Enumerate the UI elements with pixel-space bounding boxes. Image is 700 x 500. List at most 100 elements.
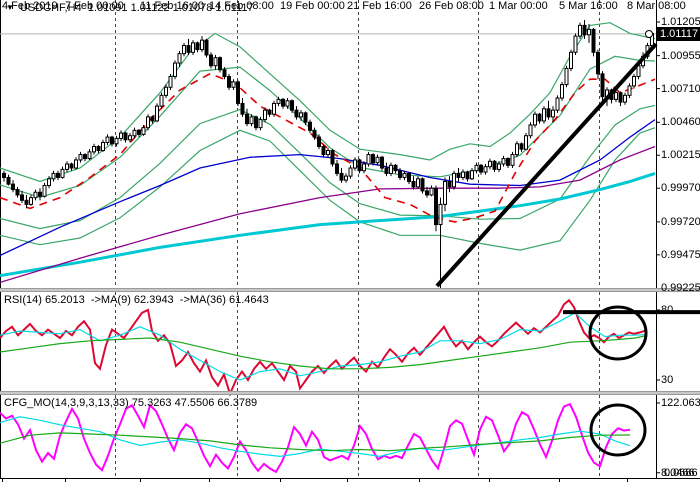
- candle-body: [335, 163, 339, 174]
- candle-body: [69, 163, 74, 169]
- candle-body: [204, 39, 209, 56]
- price-axis-label: 1.00460: [661, 116, 700, 129]
- candle-body: [128, 135, 132, 141]
- candle-body: [317, 136, 321, 147]
- candle-body: [182, 45, 186, 55]
- time-axis-label: 4 Feb 2019: [2, 0, 58, 12]
- candle-body: [501, 158, 506, 165]
- candle-body: [375, 156, 380, 164]
- rsi-ma36-line: [0, 335, 646, 370]
- candle-body: [618, 92, 623, 103]
- cfg-ellipse-annotation[interactable]: [589, 403, 647, 457]
- candle-body: [416, 178, 420, 188]
- candle-body: [168, 76, 173, 88]
- cfg-indicator-header: CFG_MO(14,3,9,3,13,33) 75.3263 47.5506 6…: [4, 397, 258, 409]
- candle-body: [555, 97, 560, 111]
- candle-body: [65, 163, 69, 170]
- candle-body: [600, 73, 605, 98]
- candle-body: [137, 129, 141, 135]
- candle-body: [249, 116, 254, 125]
- candle-body: [510, 154, 515, 166]
- candle-body: [357, 159, 362, 172]
- candle-body: [195, 42, 200, 51]
- candle-body: [497, 163, 501, 170]
- candle-body: [551, 109, 555, 118]
- candle-body: [123, 132, 128, 141]
- candle-body: [537, 113, 542, 122]
- candle-body: [47, 178, 51, 187]
- candle-body: [51, 172, 56, 180]
- candle-body: [222, 69, 227, 78]
- candle-body: [528, 124, 533, 137]
- candle-body: [564, 67, 569, 86]
- candle-body: [344, 175, 348, 181]
- candle-body: [384, 167, 389, 174]
- candle-body: [267, 109, 272, 115]
- time-axis-label: 19 Feb 00:00: [280, 0, 345, 12]
- candle-body: [263, 109, 267, 121]
- candle-body: [420, 178, 425, 192]
- candle-body: [200, 39, 204, 51]
- candle-body: [101, 141, 105, 152]
- candle-body: [272, 102, 276, 115]
- pane-divider[interactable]: [0, 288, 700, 292]
- trendline-object[interactable]: [435, 42, 658, 288]
- price-axis-label: 1.01205: [661, 16, 700, 28]
- candle-body: [321, 145, 326, 156]
- collapse-ohlc-icon[interactable]: ▼: [6, 3, 14, 12]
- candle-body: [218, 57, 222, 71]
- bollinger-lower-line: [0, 127, 656, 251]
- candle-body: [443, 180, 447, 205]
- candle-body: [330, 150, 335, 165]
- candle-body: [150, 116, 155, 122]
- pane-divider[interactable]: [0, 391, 700, 395]
- candle-body: [227, 76, 231, 88]
- candle-body: [627, 85, 632, 96]
- candle-body: [191, 42, 195, 53]
- chart-header: ▼ USDCHF,H4 1.01091 1.01122 1.01078 1.011…: [6, 2, 254, 14]
- candle-body: [632, 76, 636, 87]
- price-axis-label: 1.00955: [661, 49, 700, 62]
- candle-body: [515, 143, 519, 156]
- candle-body: [164, 86, 168, 96]
- candle-body: [245, 113, 249, 125]
- time-axis-label: 11 Feb 16:00: [140, 0, 205, 12]
- time-axis-label: 21 Feb 16:00: [347, 0, 412, 12]
- candle-body: [254, 116, 258, 129]
- price-axis-label: 0.99970: [661, 182, 700, 195]
- candle-body: [78, 154, 83, 161]
- cfg-axis-label-overlapped: 0.0686: [664, 466, 698, 479]
- candle-body: [474, 164, 479, 172]
- bollinger-inner-upper-line: [0, 55, 656, 198]
- candle-body: [492, 160, 497, 170]
- candle-body: [569, 51, 573, 69]
- current-price-tag: 1.01117: [657, 27, 700, 41]
- candle-body: [119, 132, 123, 139]
- candle-body: [231, 81, 236, 88]
- price-axis-label: 1.00710: [661, 82, 700, 95]
- candle-body: [573, 35, 578, 53]
- candle-body: [213, 57, 218, 67]
- candle-body: [326, 150, 330, 156]
- candle-body: [285, 100, 290, 107]
- candle-body: [308, 121, 312, 131]
- candle-body: [60, 168, 65, 178]
- price-circle-marker[interactable]: [645, 30, 653, 38]
- candle-body: [398, 170, 402, 178]
- time-axis-label: 1 Mar 00:00: [489, 0, 548, 12]
- candle-body: [29, 197, 33, 205]
- rsi-axis-label: 80: [661, 304, 674, 316]
- candle-body: [299, 112, 303, 118]
- candle-body: [465, 171, 470, 180]
- candle-body: [15, 189, 20, 196]
- candle-body: [42, 185, 47, 197]
- price-axis-label: 0.99475: [661, 248, 700, 261]
- candle-body: [294, 109, 299, 118]
- candle-body: [438, 203, 443, 226]
- rsi-ellipse-annotation[interactable]: [588, 305, 648, 361]
- candle-body: [92, 145, 96, 153]
- candle-body: [132, 129, 137, 137]
- candle-body: [290, 100, 294, 111]
